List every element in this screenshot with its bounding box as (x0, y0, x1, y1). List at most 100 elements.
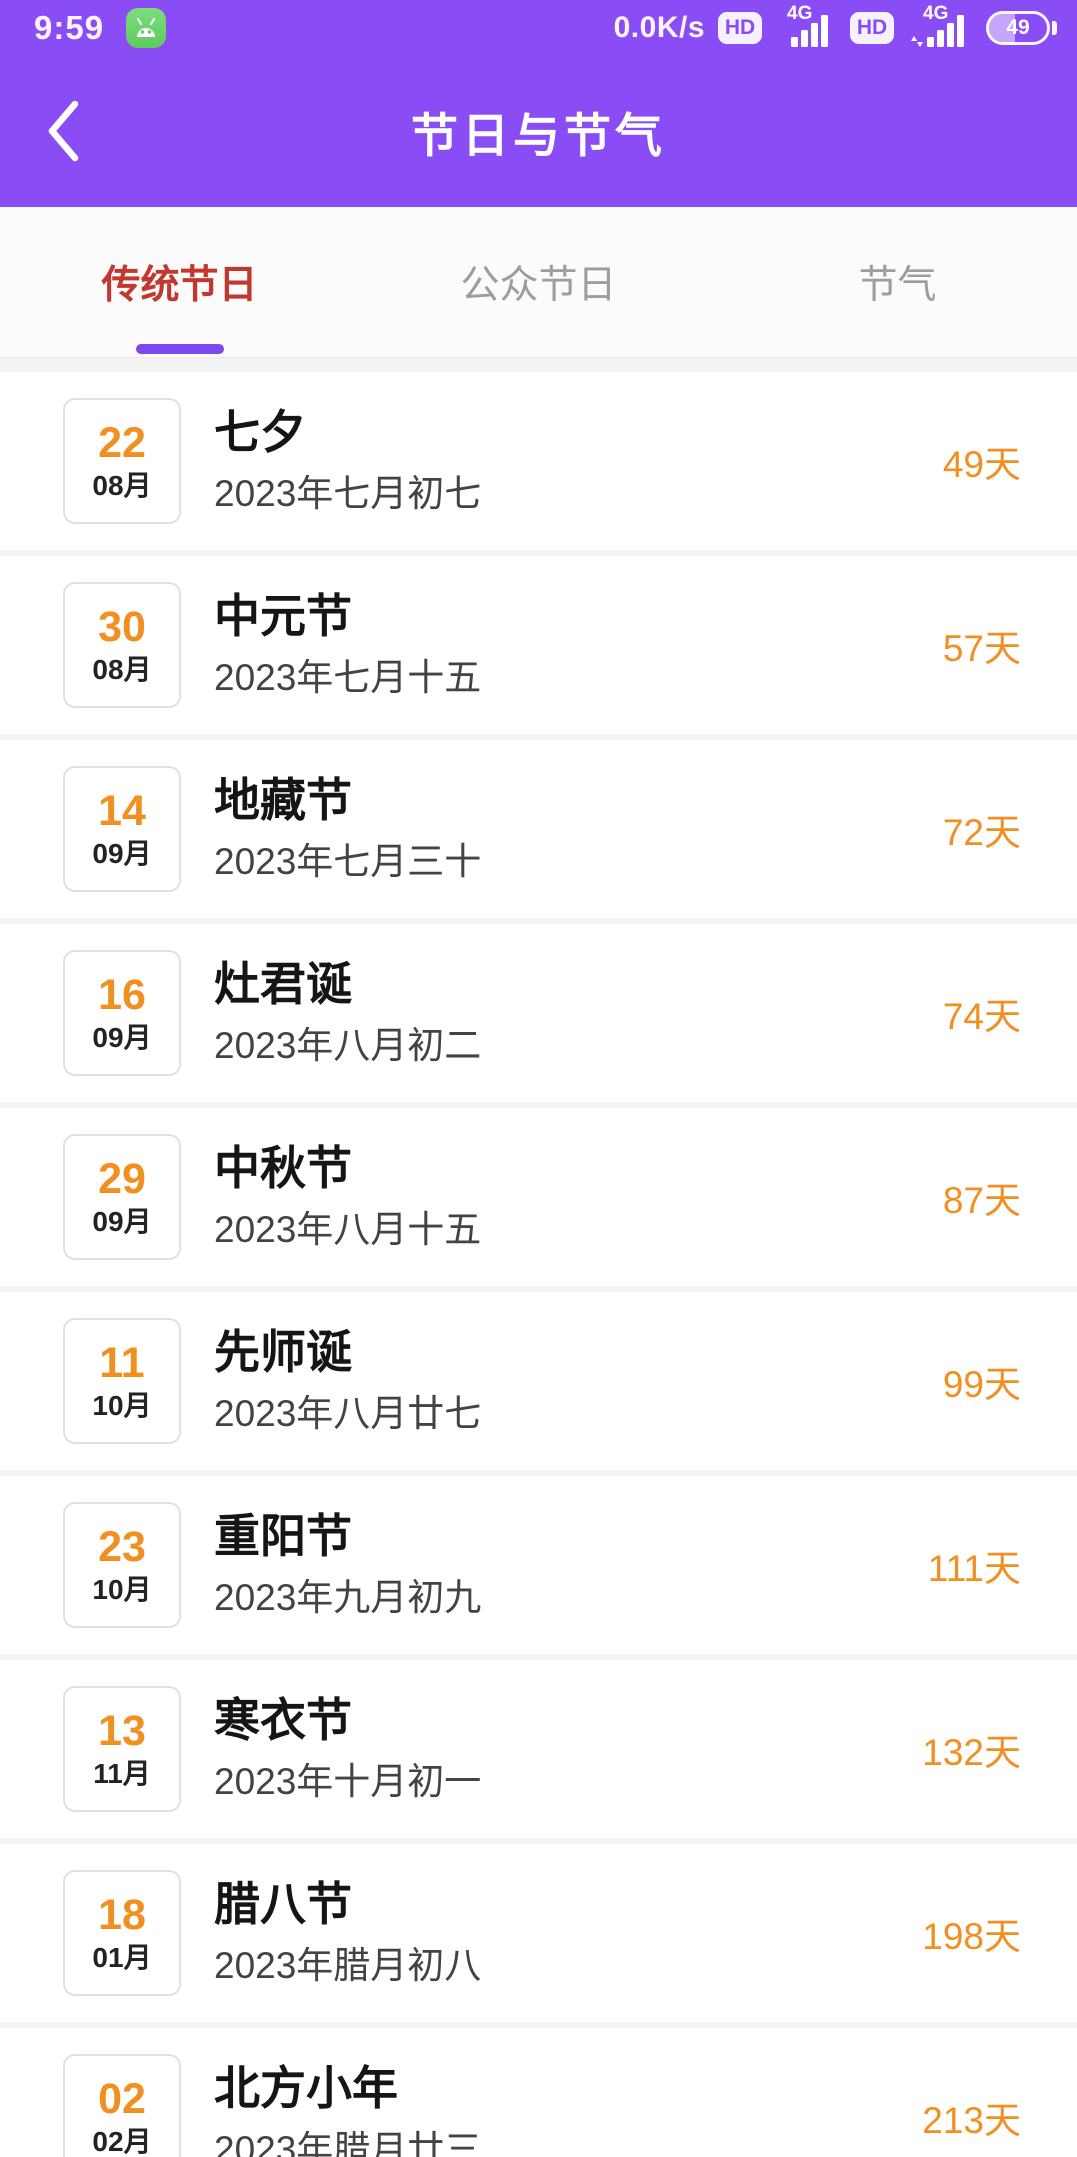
battery-percent: 49 (1006, 15, 1030, 39)
festival-row[interactable]: 11 10月 先师诞 2023年八月廿七 99天 (0, 1292, 1077, 1470)
festival-info: 中秋节 2023年八月十五 (214, 1143, 481, 1251)
festival-info: 先师诞 2023年八月廿七 (214, 1327, 481, 1435)
tab-public-festivals[interactable]: 公众节日 (359, 207, 718, 357)
date-day: 30 (98, 602, 146, 651)
days-left-badge: 213天 (922, 2100, 1021, 2141)
date-box: 13 11月 (63, 1686, 181, 1812)
festival-lunar-date: 2023年八月廿七 (214, 1393, 482, 1435)
date-box: 14 09月 (63, 766, 181, 892)
festival-lunar-date: 2023年七月十五 (214, 657, 482, 699)
date-box: 16 09月 (63, 950, 181, 1076)
date-day: 11 (99, 1338, 145, 1387)
festival-lunar-date: 2023年腊月初八 (214, 1945, 482, 1987)
tab-solar-terms[interactable]: 节气 (718, 207, 1077, 357)
tab-label: 公众节日 (460, 264, 617, 307)
date-month: 10月 (92, 1389, 152, 1421)
festival-list[interactable]: 22 08月 七夕 2023年七月初七 49天 30 08月 中元节 2023年… (0, 358, 1077, 2157)
festival-row[interactable]: 23 10月 重阳节 2023年九月初九 111天 (0, 1476, 1077, 1654)
days-left-badge: 99天 (942, 1364, 1021, 1405)
hd-volte-icon-sim2: HD (850, 11, 894, 44)
festival-name: 地藏节 (214, 773, 352, 826)
festival-info: 地藏节 2023年七月三十 (214, 775, 481, 883)
android-app-icon (126, 7, 167, 48)
festival-lunar-date: 2023年九月初九 (214, 1577, 482, 1619)
date-box: 02 02月 (63, 2054, 181, 2157)
festival-lunar-date: 2023年七月三十 (214, 841, 482, 883)
date-month: 08月 (92, 469, 152, 501)
festival-info: 北方小年 2023年腊月廿三 (214, 2063, 481, 2157)
active-tab-indicator (135, 344, 224, 354)
date-day: 22 (98, 418, 146, 467)
festival-name: 七夕 (214, 405, 306, 458)
date-box: 29 09月 (63, 1134, 181, 1260)
date-month: 09月 (92, 837, 152, 869)
festival-name: 先师诞 (214, 1325, 352, 1378)
festival-row[interactable]: 16 09月 灶君诞 2023年八月初二 74天 (0, 924, 1077, 1102)
festival-lunar-date: 2023年十月初一 (214, 1761, 482, 1803)
tab-traditional-festivals[interactable]: 传统节日 (0, 207, 359, 357)
festival-info: 重阳节 2023年九月初九 (214, 1511, 481, 1619)
date-month: 10月 (92, 1573, 152, 1605)
festival-name: 腊八节 (214, 1877, 352, 1930)
days-left-badge: 87天 (942, 1180, 1021, 1221)
signal-4g-icon-sim1: 4G (775, 3, 837, 52)
date-day: 29 (98, 1154, 146, 1203)
festival-name: 中元节 (214, 589, 352, 642)
festival-row[interactable]: 13 11月 寒衣节 2023年十月初一 132天 (0, 1660, 1077, 1838)
date-month: 08月 (92, 653, 152, 685)
page-title: 节日与节气 (411, 108, 666, 162)
android-robot-icon (137, 17, 156, 37)
days-left-badge: 72天 (942, 812, 1021, 853)
days-left-badge: 198天 (922, 1916, 1021, 1957)
battery-icon: 49 (986, 10, 1057, 45)
festival-name: 寒衣节 (214, 1693, 352, 1746)
clock-time: 9:59 (34, 8, 105, 46)
festival-info: 灶君诞 2023年八月初二 (214, 959, 481, 1067)
back-button[interactable] (28, 86, 98, 176)
days-left-badge: 74天 (942, 996, 1021, 1037)
festival-name: 重阳节 (214, 1509, 352, 1562)
date-day: 23 (98, 1522, 146, 1571)
date-day: 14 (98, 786, 146, 835)
date-month: 11月 (93, 1757, 151, 1789)
date-box: 18 01月 (63, 1870, 181, 1996)
signal-4g-icon-sim2: 4G (907, 3, 973, 52)
date-box: 30 08月 (63, 582, 181, 708)
date-day: 13 (98, 1706, 146, 1755)
tab-bar: 传统节日 公众节日 节气 (0, 207, 1077, 358)
date-month: 09月 (92, 1205, 152, 1237)
date-month: 09月 (92, 1021, 152, 1053)
date-day: 18 (98, 1890, 146, 1939)
festival-info: 腊八节 2023年腊月初八 (214, 1879, 481, 1987)
svg-text:4G: 4G (923, 3, 948, 24)
tab-label: 传统节日 (101, 264, 258, 307)
network-speed: 0.0K/s (613, 10, 705, 44)
festival-row[interactable]: 14 09月 地藏节 2023年七月三十 72天 (0, 740, 1077, 918)
festival-lunar-date: 2023年八月初二 (214, 1025, 482, 1067)
date-box: 23 10月 (63, 1502, 181, 1628)
festival-info: 中元节 2023年七月十五 (214, 591, 481, 699)
festival-lunar-date: 2023年八月十五 (214, 1209, 482, 1251)
festival-row[interactable]: 02 02月 北方小年 2023年腊月廿三 213天 (0, 2028, 1077, 2157)
festival-lunar-date: 2023年七月初七 (214, 473, 482, 515)
festival-name: 北方小年 (214, 2061, 398, 2114)
festival-row[interactable]: 29 09月 中秋节 2023年八月十五 87天 (0, 1108, 1077, 1286)
festival-info: 寒衣节 2023年十月初一 (214, 1695, 481, 1803)
chevron-left-icon (48, 100, 79, 162)
date-day: 16 (98, 970, 146, 1019)
hd-volte-icon-sim1: HD (718, 11, 762, 44)
festival-name: 中秋节 (214, 1141, 352, 1194)
festival-name: 灶君诞 (214, 957, 352, 1010)
festival-row[interactable]: 30 08月 中元节 2023年七月十五 57天 (0, 556, 1077, 734)
date-box: 22 08月 (63, 398, 181, 524)
date-day: 02 (98, 2074, 146, 2123)
days-left-badge: 49天 (942, 444, 1021, 485)
date-box: 11 10月 (63, 1318, 181, 1444)
svg-text:4G: 4G (787, 3, 812, 24)
days-left-badge: 111天 (927, 1548, 1021, 1589)
date-month: 01月 (92, 1941, 152, 1973)
date-month: 02月 (92, 2125, 152, 2157)
tab-label: 节气 (858, 264, 937, 307)
festival-row[interactable]: 18 01月 腊八节 2023年腊月初八 198天 (0, 1844, 1077, 2022)
festival-row[interactable]: 22 08月 七夕 2023年七月初七 49天 (0, 372, 1077, 550)
